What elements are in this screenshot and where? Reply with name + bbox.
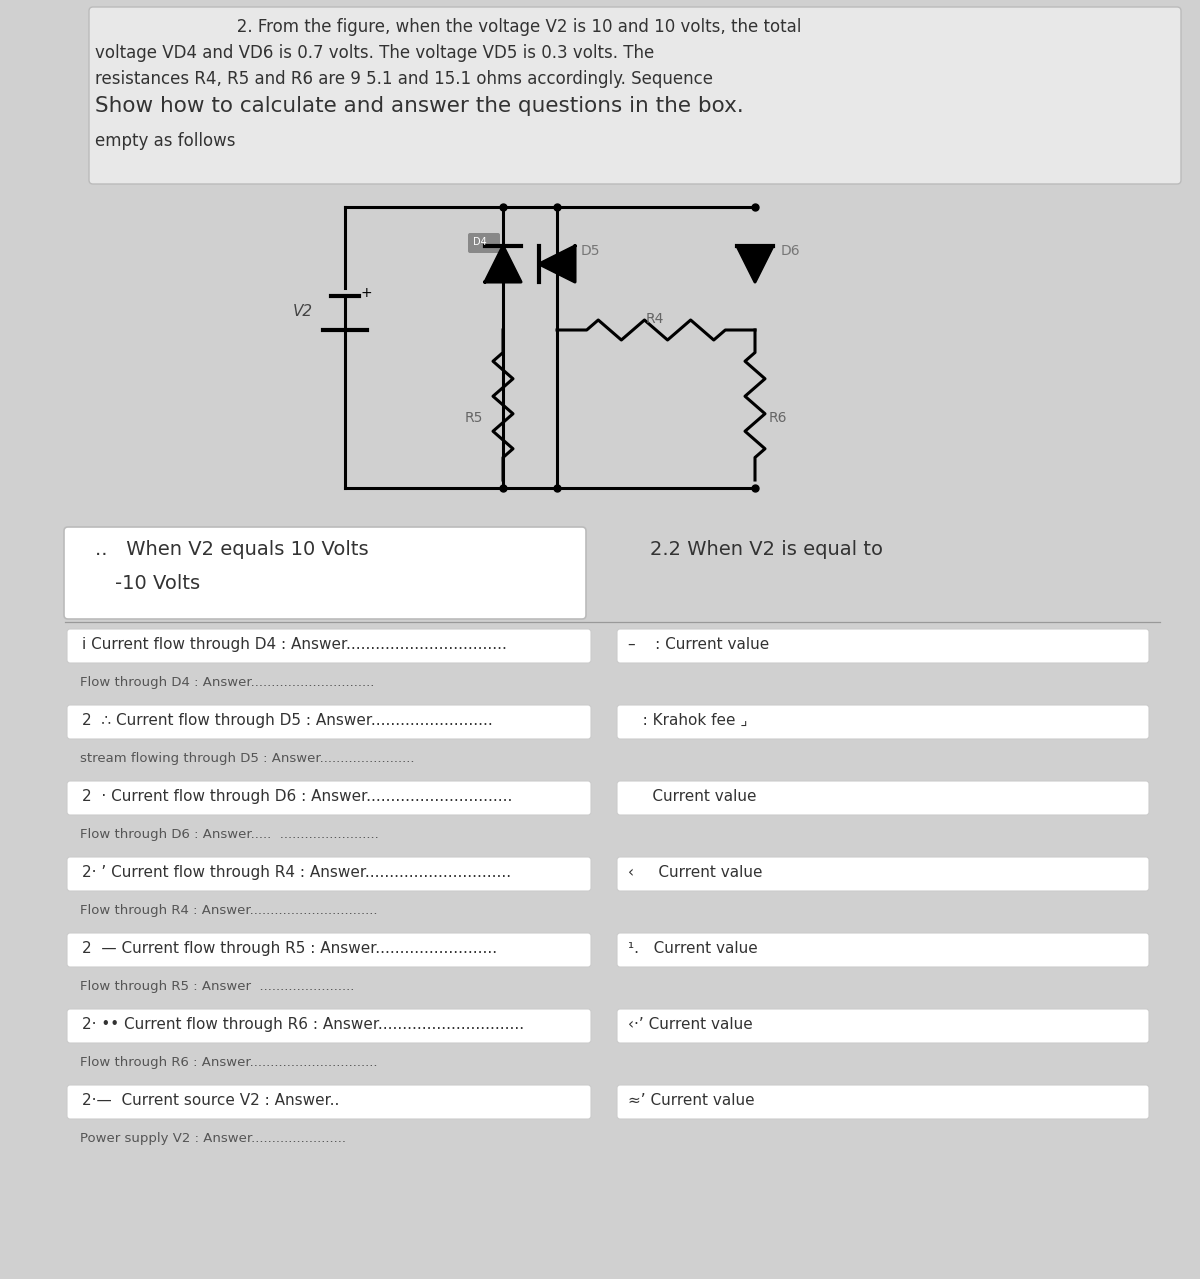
Text: 2. From the figure, when the voltage V2 is 10 and 10 volts, the total: 2. From the figure, when the voltage V2 … <box>200 18 802 36</box>
Text: i Current flow through D4 : Answer.................................: i Current flow through D4 : Answer......… <box>82 637 506 652</box>
FancyBboxPatch shape <box>617 1085 1150 1119</box>
Text: ¹.   Current value: ¹. Current value <box>628 941 757 955</box>
Text: D4: D4 <box>473 237 487 247</box>
Text: D5: D5 <box>581 244 600 258</box>
Text: +: + <box>361 286 373 301</box>
Text: R5: R5 <box>466 411 484 425</box>
Text: 2· •• Current flow through R6 : Answer..............................: 2· •• Current flow through R6 : Answer..… <box>82 1017 524 1032</box>
Text: resistances R4, R5 and R6 are 9 5.1 and 15.1 ohms accordingly. Sequence: resistances R4, R5 and R6 are 9 5.1 and … <box>95 70 713 88</box>
Text: Power supply V2 : Answer.......................: Power supply V2 : Answer................… <box>80 1132 346 1145</box>
FancyBboxPatch shape <box>617 629 1150 663</box>
FancyBboxPatch shape <box>67 857 592 891</box>
FancyBboxPatch shape <box>617 932 1150 967</box>
FancyBboxPatch shape <box>67 781 592 815</box>
Text: -10 Volts: -10 Volts <box>115 574 200 593</box>
FancyBboxPatch shape <box>67 1085 592 1119</box>
FancyBboxPatch shape <box>617 781 1150 815</box>
Text: stream flowing through D5 : Answer.......................: stream flowing through D5 : Answer......… <box>80 752 414 765</box>
Text: V2: V2 <box>293 304 313 318</box>
Text: : Krahok fee ⌟: : Krahok fee ⌟ <box>628 712 748 728</box>
Text: –    : Current value: – : Current value <box>628 637 769 652</box>
FancyBboxPatch shape <box>64 527 586 619</box>
Polygon shape <box>737 246 773 281</box>
Polygon shape <box>485 246 521 281</box>
Text: 2.2 When V2 is equal to: 2.2 When V2 is equal to <box>650 540 883 559</box>
Text: 2  — Current flow through R5 : Answer.........................: 2 — Current flow through R5 : Answer....… <box>82 941 497 955</box>
FancyBboxPatch shape <box>468 233 500 253</box>
FancyBboxPatch shape <box>617 857 1150 891</box>
FancyBboxPatch shape <box>67 1009 592 1042</box>
Text: ..   When V2 equals 10 Volts: .. When V2 equals 10 Volts <box>95 540 368 559</box>
Text: ‹·’ Current value: ‹·’ Current value <box>628 1017 752 1032</box>
FancyBboxPatch shape <box>617 705 1150 739</box>
Text: R6: R6 <box>769 411 787 425</box>
FancyBboxPatch shape <box>617 1009 1150 1042</box>
Polygon shape <box>539 246 575 281</box>
FancyBboxPatch shape <box>67 629 592 663</box>
Text: Show how to calculate and answer the questions in the box.: Show how to calculate and answer the que… <box>95 96 744 116</box>
Text: 2·—  Current source V2 : Answer..: 2·— Current source V2 : Answer.. <box>82 1094 340 1108</box>
Text: ≈’ Current value: ≈’ Current value <box>628 1094 755 1108</box>
Text: voltage VD4 and VD6 is 0.7 volts. The voltage VD5 is 0.3 volts. The: voltage VD4 and VD6 is 0.7 volts. The vo… <box>95 43 654 61</box>
Text: Flow through R4 : Answer...............................: Flow through R4 : Answer................… <box>80 904 378 917</box>
Text: 2  ∴ Current flow through D5 : Answer.........................: 2 ∴ Current flow through D5 : Answer....… <box>82 712 493 728</box>
Text: Flow through D6 : Answer.....  ........................: Flow through D6 : Answer..... ..........… <box>80 828 379 842</box>
Text: D6: D6 <box>781 244 800 258</box>
Text: Current value: Current value <box>628 789 756 804</box>
Text: empty as follows: empty as follows <box>95 132 235 150</box>
Text: ‹     Current value: ‹ Current value <box>628 865 762 880</box>
FancyBboxPatch shape <box>67 932 592 967</box>
Text: 2· ’ Current flow through R4 : Answer..............................: 2· ’ Current flow through R4 : Answer...… <box>82 865 511 880</box>
Text: Flow through D4 : Answer..............................: Flow through D4 : Answer................… <box>80 677 374 689</box>
FancyBboxPatch shape <box>67 705 592 739</box>
Text: 2  · Current flow through D6 : Answer..............................: 2 · Current flow through D6 : Answer....… <box>82 789 512 804</box>
Text: Flow through R6 : Answer...............................: Flow through R6 : Answer................… <box>80 1056 378 1069</box>
FancyBboxPatch shape <box>89 6 1181 184</box>
Text: R4: R4 <box>646 312 665 326</box>
Text: Flow through R5 : Answer  .......................: Flow through R5 : Answer ...............… <box>80 980 354 993</box>
